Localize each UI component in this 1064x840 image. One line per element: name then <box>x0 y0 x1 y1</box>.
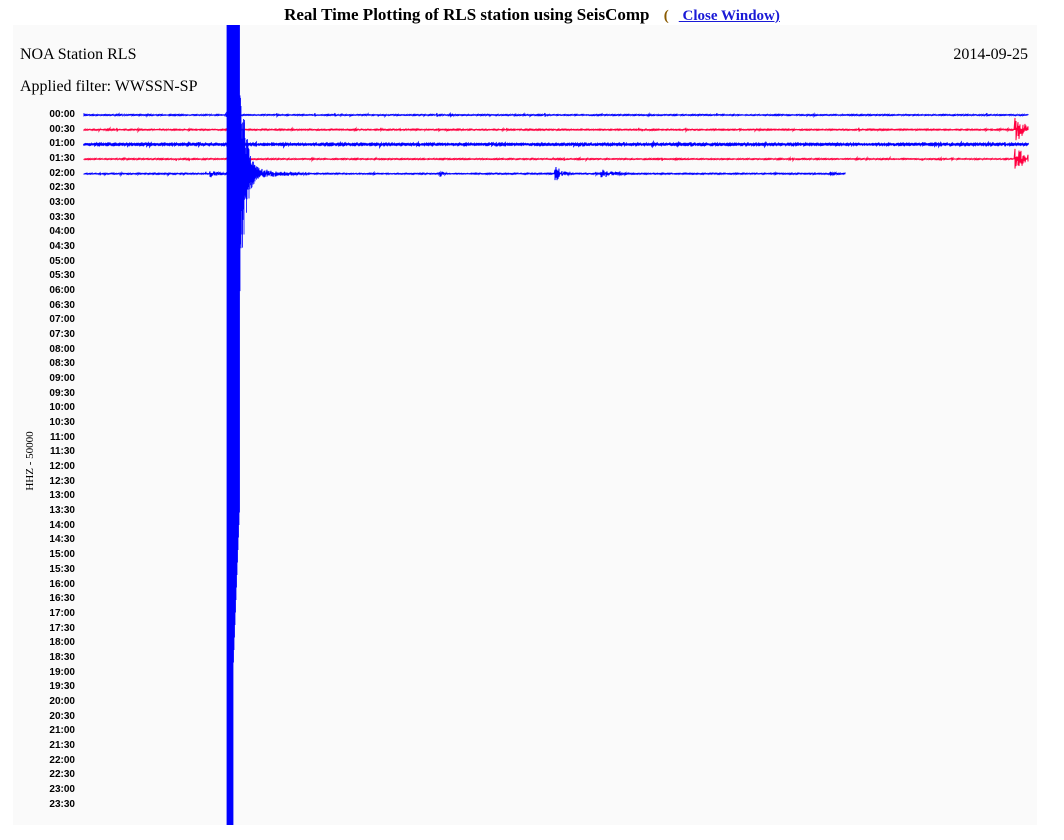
plot-date: 2014-09-25 <box>953 46 1028 63</box>
time-label: 22:00 <box>49 754 75 766</box>
page-title: Real Time Plotting of RLS station using … <box>284 5 650 24</box>
time-label: 14:30 <box>49 534 75 546</box>
time-label: 02:00 <box>49 167 75 179</box>
time-label: 09:00 <box>49 373 75 385</box>
time-label: 19:30 <box>49 681 75 693</box>
time-label: 00:00 <box>49 109 75 120</box>
time-label: 21:00 <box>49 725 75 737</box>
trace-row-1 <box>83 117 1029 141</box>
trace-row-0 <box>83 111 1029 119</box>
time-label: 06:00 <box>49 285 75 297</box>
paren: ( <box>663 8 669 24</box>
time-label: 05:30 <box>49 270 75 282</box>
trace-row-4 <box>83 163 846 183</box>
applied-filter: Applied filter: WWSSN-SP <box>20 78 198 95</box>
time-label: 08:00 <box>49 343 75 355</box>
time-label: 17:00 <box>49 607 75 619</box>
trace-row-2 <box>83 139 1029 150</box>
time-label: 17:30 <box>49 622 75 634</box>
time-label: 04:00 <box>49 226 75 238</box>
time-label: 21:30 <box>49 739 75 751</box>
time-label: 23:00 <box>49 783 75 795</box>
time-label: 04:30 <box>49 241 75 253</box>
time-label: 22:30 <box>49 769 75 781</box>
time-label: 07:30 <box>49 329 75 341</box>
time-label: 10:00 <box>49 402 75 414</box>
time-label: 10:30 <box>49 417 75 429</box>
time-label: 00:30 <box>49 123 75 135</box>
time-label: 09:30 <box>49 387 75 399</box>
time-label: 16:00 <box>49 578 75 590</box>
time-label: 02:30 <box>49 182 75 194</box>
trace-row-3 <box>83 148 1029 169</box>
time-label: 15:00 <box>49 549 75 561</box>
time-label: 03:30 <box>49 211 75 223</box>
page-header: Real Time Plotting of RLS station using … <box>0 5 1064 25</box>
time-label: 20:00 <box>49 695 75 707</box>
time-label: 06:30 <box>49 299 75 311</box>
close-window-link[interactable]: Close Window) <box>678 8 780 24</box>
time-label: 05:00 <box>49 255 75 267</box>
time-label: 20:30 <box>49 710 75 722</box>
time-label: 14:00 <box>49 519 75 531</box>
time-axis-labels: 00:00 00:30 01:00 01:30 02:00 02:30 03:00 03:30… <box>30 108 75 812</box>
time-label: 07:00 <box>49 314 75 326</box>
time-label: 12:30 <box>49 475 75 487</box>
time-label: 01:30 <box>49 153 75 165</box>
time-label: 15:30 <box>49 563 75 575</box>
time-label: 18:30 <box>49 651 75 663</box>
time-label: 18:00 <box>49 637 75 649</box>
time-label: 13:30 <box>49 505 75 517</box>
time-label: 19:00 <box>49 666 75 678</box>
time-label: 08:30 <box>49 358 75 370</box>
time-label: 01:00 <box>49 138 75 150</box>
time-label: 11:00 <box>49 431 75 443</box>
time-label: 23:30 <box>49 798 75 810</box>
earthquake-spike <box>226 25 263 825</box>
time-label: 16:30 <box>49 593 75 605</box>
time-label: 13:00 <box>49 490 75 502</box>
time-label: 12:00 <box>49 461 75 473</box>
station-name: NOA Station RLS <box>20 46 137 63</box>
time-label: 03:00 <box>49 197 75 209</box>
time-label: 11:30 <box>49 446 75 458</box>
